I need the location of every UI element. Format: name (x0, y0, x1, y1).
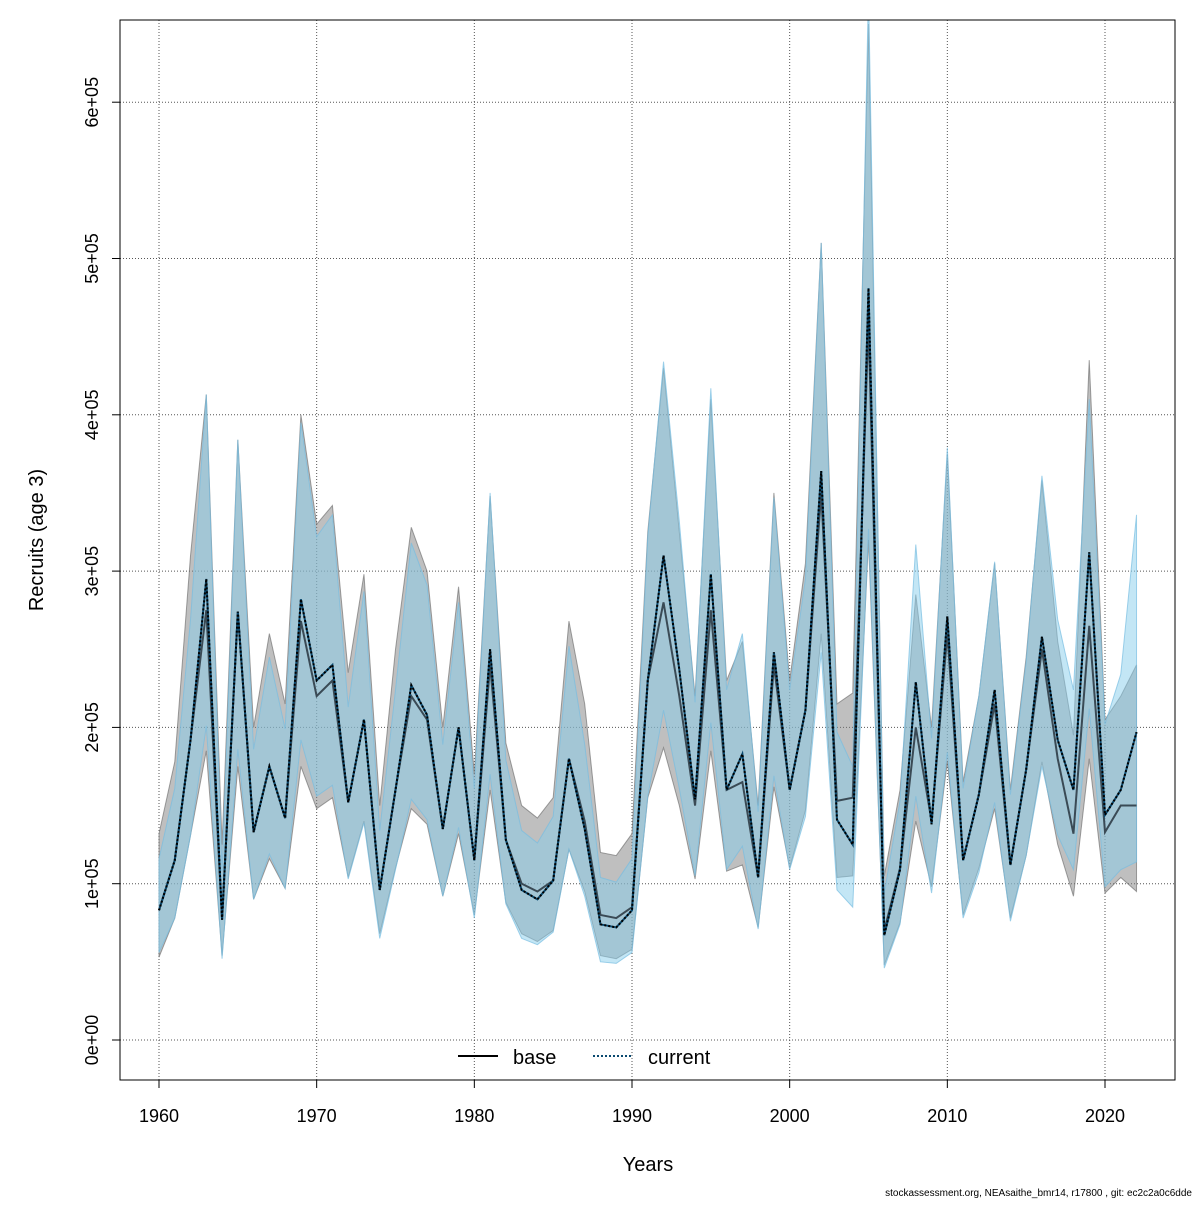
ci-band-current (158, 20, 1138, 969)
y-tick-label: 2e+05 (82, 702, 102, 753)
x-tick-label: 1970 (297, 1106, 337, 1126)
x-axis-title: Years (623, 1154, 673, 1176)
series-lines (158, 288, 1138, 936)
footer-credit: stockassessment.org, NEAsaithe_bmr14, r1… (885, 1188, 1192, 1199)
x-tick-label: 2020 (1085, 1106, 1125, 1126)
y-tick-label: 0e+00 (82, 1015, 102, 1066)
y-tick-label: 1e+05 (82, 858, 102, 909)
x-tick-label: 1990 (612, 1106, 652, 1126)
legend-base-label: base (513, 1047, 556, 1069)
x-tick-label: 1980 (454, 1106, 494, 1126)
y-tick-label: 5e+05 (82, 233, 102, 284)
y-tick-label: 4e+05 (82, 390, 102, 441)
line-current (158, 288, 1138, 936)
axes: 1960 1970 1980 1990 2000 2010 2020 0e+00 1e+05 2e… (82, 77, 1125, 1126)
y-tick-label: 6e+05 (82, 77, 102, 128)
x-tick-label: 2010 (927, 1106, 967, 1126)
legend-current-label: current (648, 1047, 711, 1069)
confidence-bands (158, 20, 1138, 969)
y-tick-label: 3e+05 (82, 546, 102, 597)
legend: base current (458, 1047, 711, 1069)
y-axis-title: Recruits (age 3) (26, 469, 48, 611)
x-tick-label: 1960 (139, 1106, 179, 1126)
x-tick-label: 2000 (770, 1106, 810, 1126)
